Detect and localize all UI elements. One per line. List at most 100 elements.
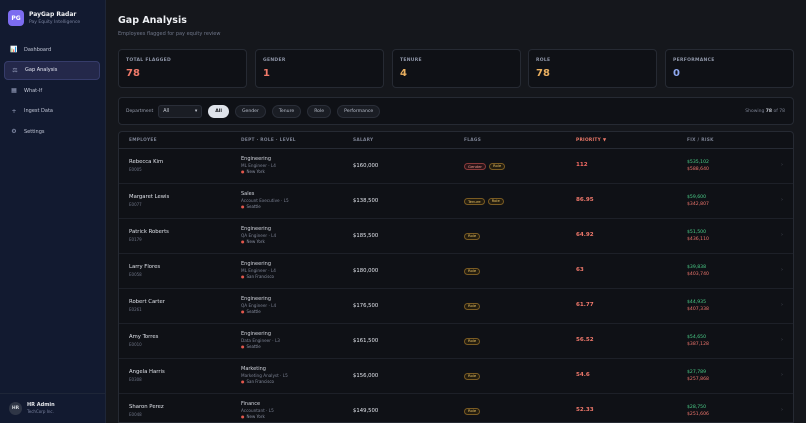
stat-value: 78 — [536, 68, 550, 79]
sidebar: PG PayGap Radar Pay Equity Intelligence … — [0, 0, 106, 423]
table-row[interactable]: Margaret Lewis E0077 Sales Account Executiv… — [119, 184, 793, 219]
department: Engineering — [241, 296, 271, 302]
sidebar-item-gap-analysis[interactable]: ⚖ Gap Analysis — [4, 60, 100, 80]
app-logo: PG — [8, 10, 24, 26]
sidebar-nav: 📊 Dashboard ⚖ Gap Analysis ▦ What-If + Ingest D… — [4, 40, 100, 143]
risk-amount: $588,640 — [687, 167, 709, 172]
salary: $149,500 — [353, 408, 379, 414]
col-dept[interactable]: DEPT · ROLE · LEVEL — [241, 138, 296, 143]
filter-chip-all[interactable]: All — [208, 104, 229, 118]
stat-label: TENURE — [400, 58, 422, 63]
col-priority[interactable]: PRIORITY ▼ — [576, 138, 607, 143]
stat-label: ROLE — [536, 58, 551, 63]
showing-count: Showing 78 of 78 — [745, 109, 785, 114]
sidebar-item-dashboard[interactable]: 📊 Dashboard — [4, 40, 100, 59]
filter-chip-tenure[interactable]: Tenure — [271, 104, 302, 118]
risk-amount: $436,110 — [687, 237, 709, 242]
table-row[interactable]: Rebecca Kim E0005 Engineering ML Engineer ·… — [119, 149, 793, 184]
department: Engineering — [241, 261, 271, 267]
chevron-right-icon[interactable]: › — [781, 232, 783, 238]
flag-badge-role: Role — [464, 303, 481, 310]
location-text: Seattle — [246, 344, 261, 349]
chevron-right-icon[interactable]: › — [781, 302, 783, 308]
app-subtitle: Pay Equity Intelligence — [29, 19, 81, 25]
employee-id: E0058 — [129, 272, 142, 277]
fix-cost: $51,500 — [687, 230, 706, 235]
department-select[interactable]: All ▾ — [158, 104, 203, 118]
risk-amount: $387,128 — [687, 342, 709, 347]
chevron-right-icon[interactable]: › — [781, 162, 783, 168]
table-row[interactable]: Amy Torres E0010 Engineering Data Engineer … — [119, 324, 793, 359]
role-level: Marketing Analyst · L5 — [241, 372, 288, 378]
flag-badge-role: Role — [464, 338, 481, 345]
flags: Role — [464, 373, 483, 380]
fix-cost: $27,789 — [687, 370, 706, 375]
filter-chip-role[interactable]: Role — [307, 104, 332, 118]
employee-id: E0010 — [129, 342, 142, 347]
table-row[interactable]: Angela Harris E0308 Marketing Marketing Ana… — [119, 359, 793, 394]
filter-chip-performance[interactable]: Performance — [337, 104, 381, 118]
location-pin-icon: ● — [241, 379, 245, 384]
priority-score: 54.6 — [576, 372, 590, 378]
fix-cost: $28,750 — [687, 405, 706, 410]
department-select-value: All — [163, 108, 170, 114]
showing-number: 78 — [765, 108, 773, 114]
employee-id: E0048 — [129, 412, 142, 417]
department: Finance — [241, 401, 261, 407]
filter-chip-gender[interactable]: Gender — [234, 104, 266, 118]
location-text: New York — [246, 239, 265, 244]
user-org: TechCorp Inc. — [27, 409, 54, 414]
col-flags[interactable]: FLAGS — [464, 138, 482, 143]
fix-cost: $39,838 — [687, 265, 706, 270]
col-salary[interactable]: SALARY — [353, 138, 374, 143]
stat-label: TOTAL FLAGGED — [126, 58, 172, 63]
table-row[interactable]: Larry Flores E0058 Engineering ML Engineer … — [119, 254, 793, 289]
flag-badge-role: Role — [464, 373, 481, 380]
location-text: San Francisco — [246, 379, 274, 384]
chevron-right-icon[interactable]: › — [781, 407, 783, 413]
table-row[interactable]: Patrick Roberts E0179 Engineering QA Engine… — [119, 219, 793, 254]
fix-cost: $59,600 — [687, 195, 706, 200]
col-fix-risk[interactable]: FIX / RISK — [687, 138, 714, 143]
location-pin-icon: ● — [241, 274, 245, 279]
location-pin-icon: ● — [241, 344, 245, 349]
salary: $180,000 — [353, 268, 379, 274]
main-content: Gap Analysis Employees flagged for pay e… — [106, 0, 806, 423]
scales-icon: ⚖ — [12, 66, 18, 74]
location: ● New York — [241, 414, 274, 421]
sidebar-item-what-if[interactable]: ▦ What-If — [4, 81, 100, 100]
table-row[interactable]: Sharon Perez E0048 Finance Accountant · L5 ●… — [119, 394, 793, 422]
stat-value: 0 — [673, 68, 680, 79]
chevron-right-icon[interactable]: › — [781, 372, 783, 378]
priority-score: 52.33 — [576, 407, 594, 413]
department-label: Department — [126, 108, 154, 114]
showing-total: of 78 — [773, 108, 786, 114]
salary: $176,500 — [353, 303, 379, 309]
location-text: San Francisco — [246, 274, 274, 279]
sidebar-item-label: Ingest Data — [24, 108, 53, 115]
employee-name: Patrick Roberts — [129, 229, 169, 235]
employee-name: Angela Harris — [129, 369, 165, 375]
salary: $185,500 — [353, 233, 379, 239]
chevron-right-icon[interactable]: › — [781, 197, 783, 203]
col-employee[interactable]: EMPLOYEE — [129, 138, 157, 143]
flags: Gender Role — [464, 163, 508, 170]
salary: $161,500 — [353, 338, 379, 344]
sidebar-item-label: What-If — [24, 87, 43, 94]
chevron-right-icon[interactable]: › — [781, 337, 783, 343]
flags: Role — [464, 408, 483, 415]
priority-score: 56.52 — [576, 337, 594, 343]
user-profile[interactable]: HR HR Admin TechCorp Inc. — [0, 393, 106, 423]
stat-value: 4 — [400, 68, 407, 79]
stat-label: PERFORMANCE — [673, 58, 715, 63]
risk-amount: $407,338 — [687, 307, 709, 312]
sidebar-item-settings[interactable]: ⚙ Settings — [4, 122, 100, 141]
sidebar-item-ingest-data[interactable]: + Ingest Data — [4, 102, 100, 121]
flags: Role — [464, 303, 483, 310]
page-title: Gap Analysis — [118, 15, 187, 26]
chevron-right-icon[interactable]: › — [781, 267, 783, 273]
location: ● San Francisco — [241, 379, 288, 386]
location-pin-icon: ● — [241, 309, 245, 314]
employee-id: E0005 — [129, 167, 142, 172]
table-row[interactable]: Robert Carter E0261 Engineering QA Engineer… — [119, 289, 793, 324]
